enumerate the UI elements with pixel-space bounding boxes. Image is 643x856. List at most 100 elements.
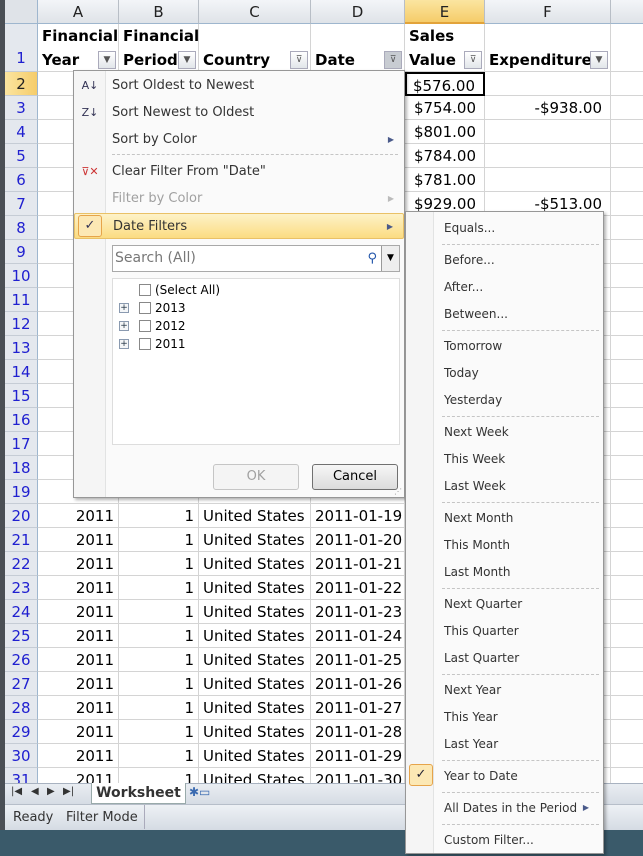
date-cell[interactable]: 2011-01-24 xyxy=(311,624,405,648)
cell[interactable] xyxy=(611,192,643,216)
column-header-C[interactable]: C xyxy=(199,0,311,24)
expenditure-cell[interactable] xyxy=(485,144,611,168)
date-filter-all-dates-in-the-period[interactable]: All Dates in the Period ▶ xyxy=(406,795,603,821)
sales-value-cell[interactable]: $801.00 xyxy=(405,120,485,144)
date-cell[interactable]: 2011-01-22 xyxy=(311,576,405,600)
menu-item-sort-by-color[interactable]: Sort by Color ▶ xyxy=(74,127,404,153)
row-header-7[interactable]: 7 xyxy=(5,192,38,216)
period-cell[interactable]: 1 xyxy=(119,552,199,576)
row-header-16[interactable]: 16 xyxy=(5,408,38,432)
checkbox[interactable] xyxy=(139,284,151,296)
row-header-26[interactable]: 26 xyxy=(5,648,38,672)
date-filter-after[interactable]: After... xyxy=(406,274,603,300)
column-header-E[interactable]: E xyxy=(405,0,485,24)
year-cell[interactable]: 2011 xyxy=(38,504,119,528)
country-cell[interactable]: United States xyxy=(199,672,311,696)
cell[interactable] xyxy=(611,672,643,696)
cell[interactable] xyxy=(611,72,643,96)
cell[interactable] xyxy=(611,240,643,264)
sheet-tab-worksheet[interactable]: Worksheet xyxy=(91,783,186,804)
filter-list-item[interactable]: (Select All) xyxy=(139,281,220,299)
cell[interactable] xyxy=(611,120,643,144)
date-filter-before[interactable]: Before... xyxy=(406,247,603,273)
row-header-3[interactable]: 3 xyxy=(5,96,38,120)
country-cell[interactable]: United States xyxy=(199,624,311,648)
year-cell[interactable]: 2011 xyxy=(38,528,119,552)
row-header-4[interactable]: 4 xyxy=(5,120,38,144)
filter-list-item[interactable]: 2012 xyxy=(139,317,186,335)
filter-button-period[interactable]: ▼ xyxy=(178,51,196,69)
cell[interactable] xyxy=(611,600,643,624)
row-header-1[interactable]: 1 xyxy=(5,24,38,72)
period-cell[interactable]: 1 xyxy=(119,576,199,600)
menu-item-date-filters[interactable]: Date Filters ✓ ▶ xyxy=(74,213,404,239)
column-header-B[interactable]: B xyxy=(119,0,199,24)
row-header-6[interactable]: 6 xyxy=(5,168,38,192)
row-header-14[interactable]: 14 xyxy=(5,360,38,384)
cancel-button[interactable]: Cancel xyxy=(312,464,398,490)
row-header-12[interactable]: 12 xyxy=(5,312,38,336)
date-filter-this-month[interactable]: This Month xyxy=(406,532,603,558)
row-header-20[interactable]: 20 xyxy=(5,504,38,528)
cell[interactable] xyxy=(611,360,643,384)
period-cell[interactable]: 1 xyxy=(119,648,199,672)
year-cell[interactable]: 2011 xyxy=(38,672,119,696)
date-filter-next-week[interactable]: Next Week xyxy=(406,419,603,445)
row-header-8[interactable]: 8 xyxy=(5,216,38,240)
sales-value-cell[interactable]: $576.00 xyxy=(405,72,485,96)
row-header-27[interactable]: 27 xyxy=(5,672,38,696)
cell[interactable] xyxy=(611,624,643,648)
date-filter-custom-filter[interactable]: Custom Filter... xyxy=(406,827,603,853)
date-filter-next-month[interactable]: Next Month xyxy=(406,505,603,531)
menu-item-clear-filter-from-date[interactable]: Clear Filter From "Date" ⊽✕ xyxy=(74,159,404,185)
row-header-28[interactable]: 28 xyxy=(5,696,38,720)
date-cell[interactable]: 2011-01-25 xyxy=(311,648,405,672)
period-cell[interactable]: 1 xyxy=(119,528,199,552)
search-dropdown-button[interactable]: ▼ xyxy=(381,246,399,271)
date-cell[interactable]: 2011-01-28 xyxy=(311,720,405,744)
date-filter-last-month[interactable]: Last Month xyxy=(406,559,603,585)
row-header-21[interactable]: 21 xyxy=(5,528,38,552)
period-cell[interactable]: 1 xyxy=(119,672,199,696)
expand-plus-icon[interactable]: + xyxy=(119,321,129,331)
cell[interactable] xyxy=(611,528,643,552)
cell[interactable] xyxy=(611,504,643,528)
country-cell[interactable]: United States xyxy=(199,552,311,576)
row-header-2[interactable]: 2 xyxy=(5,72,38,96)
filter-button-date[interactable]: ⊽ xyxy=(384,51,402,69)
date-cell[interactable]: 2011-01-29 xyxy=(311,744,405,768)
resize-grip-icon[interactable]: ⋰ xyxy=(394,487,402,496)
year-cell[interactable]: 2011 xyxy=(38,648,119,672)
year-cell[interactable]: 2011 xyxy=(38,720,119,744)
row-header-9[interactable]: 9 xyxy=(5,240,38,264)
expand-plus-icon[interactable]: + xyxy=(119,339,129,349)
country-cell[interactable]: United States xyxy=(199,600,311,624)
date-cell[interactable]: 2011-01-27 xyxy=(311,696,405,720)
filter-button-expenditure[interactable]: ▼ xyxy=(590,51,608,69)
row-header-5[interactable]: 5 xyxy=(5,144,38,168)
cell[interactable] xyxy=(611,96,643,120)
select-all-corner[interactable] xyxy=(5,0,38,24)
date-filter-tomorrow[interactable]: Tomorrow xyxy=(406,333,603,359)
date-filter-this-week[interactable]: This Week xyxy=(406,446,603,472)
ok-button[interactable]: OK xyxy=(213,464,299,490)
row-header-29[interactable]: 29 xyxy=(5,720,38,744)
filter-list-item[interactable]: 2013 xyxy=(139,299,186,317)
sales-value-cell[interactable]: $784.00 xyxy=(405,144,485,168)
column-header-F[interactable]: F xyxy=(485,0,611,24)
row-header-18[interactable]: 18 xyxy=(5,456,38,480)
sales-value-cell[interactable]: $781.00 xyxy=(405,168,485,192)
row-header-22[interactable]: 22 xyxy=(5,552,38,576)
cell[interactable] xyxy=(611,456,643,480)
cell[interactable] xyxy=(611,648,643,672)
cell[interactable] xyxy=(611,408,643,432)
row-header-10[interactable]: 10 xyxy=(5,264,38,288)
search-input[interactable]: Search (All) ⚲ ▼ xyxy=(112,245,400,272)
date-filter-last-quarter[interactable]: Last Quarter xyxy=(406,645,603,671)
menu-item-sort-oldest-to-newest[interactable]: Sort Oldest to Newest A↓ xyxy=(74,73,404,99)
country-cell[interactable]: United States xyxy=(199,528,311,552)
cell[interactable] xyxy=(611,720,643,744)
cell[interactable] xyxy=(611,24,643,72)
cell[interactable] xyxy=(611,432,643,456)
date-filter-next-quarter[interactable]: Next Quarter xyxy=(406,591,603,617)
